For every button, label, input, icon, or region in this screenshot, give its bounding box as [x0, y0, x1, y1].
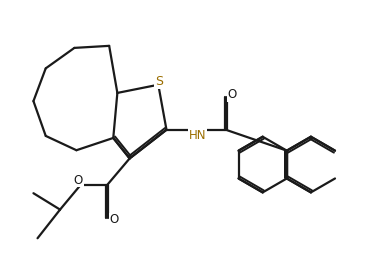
Text: O: O [74, 174, 83, 186]
Text: S: S [155, 75, 163, 88]
Text: O: O [110, 213, 119, 226]
Text: O: O [227, 88, 237, 101]
Text: HN: HN [189, 129, 206, 142]
